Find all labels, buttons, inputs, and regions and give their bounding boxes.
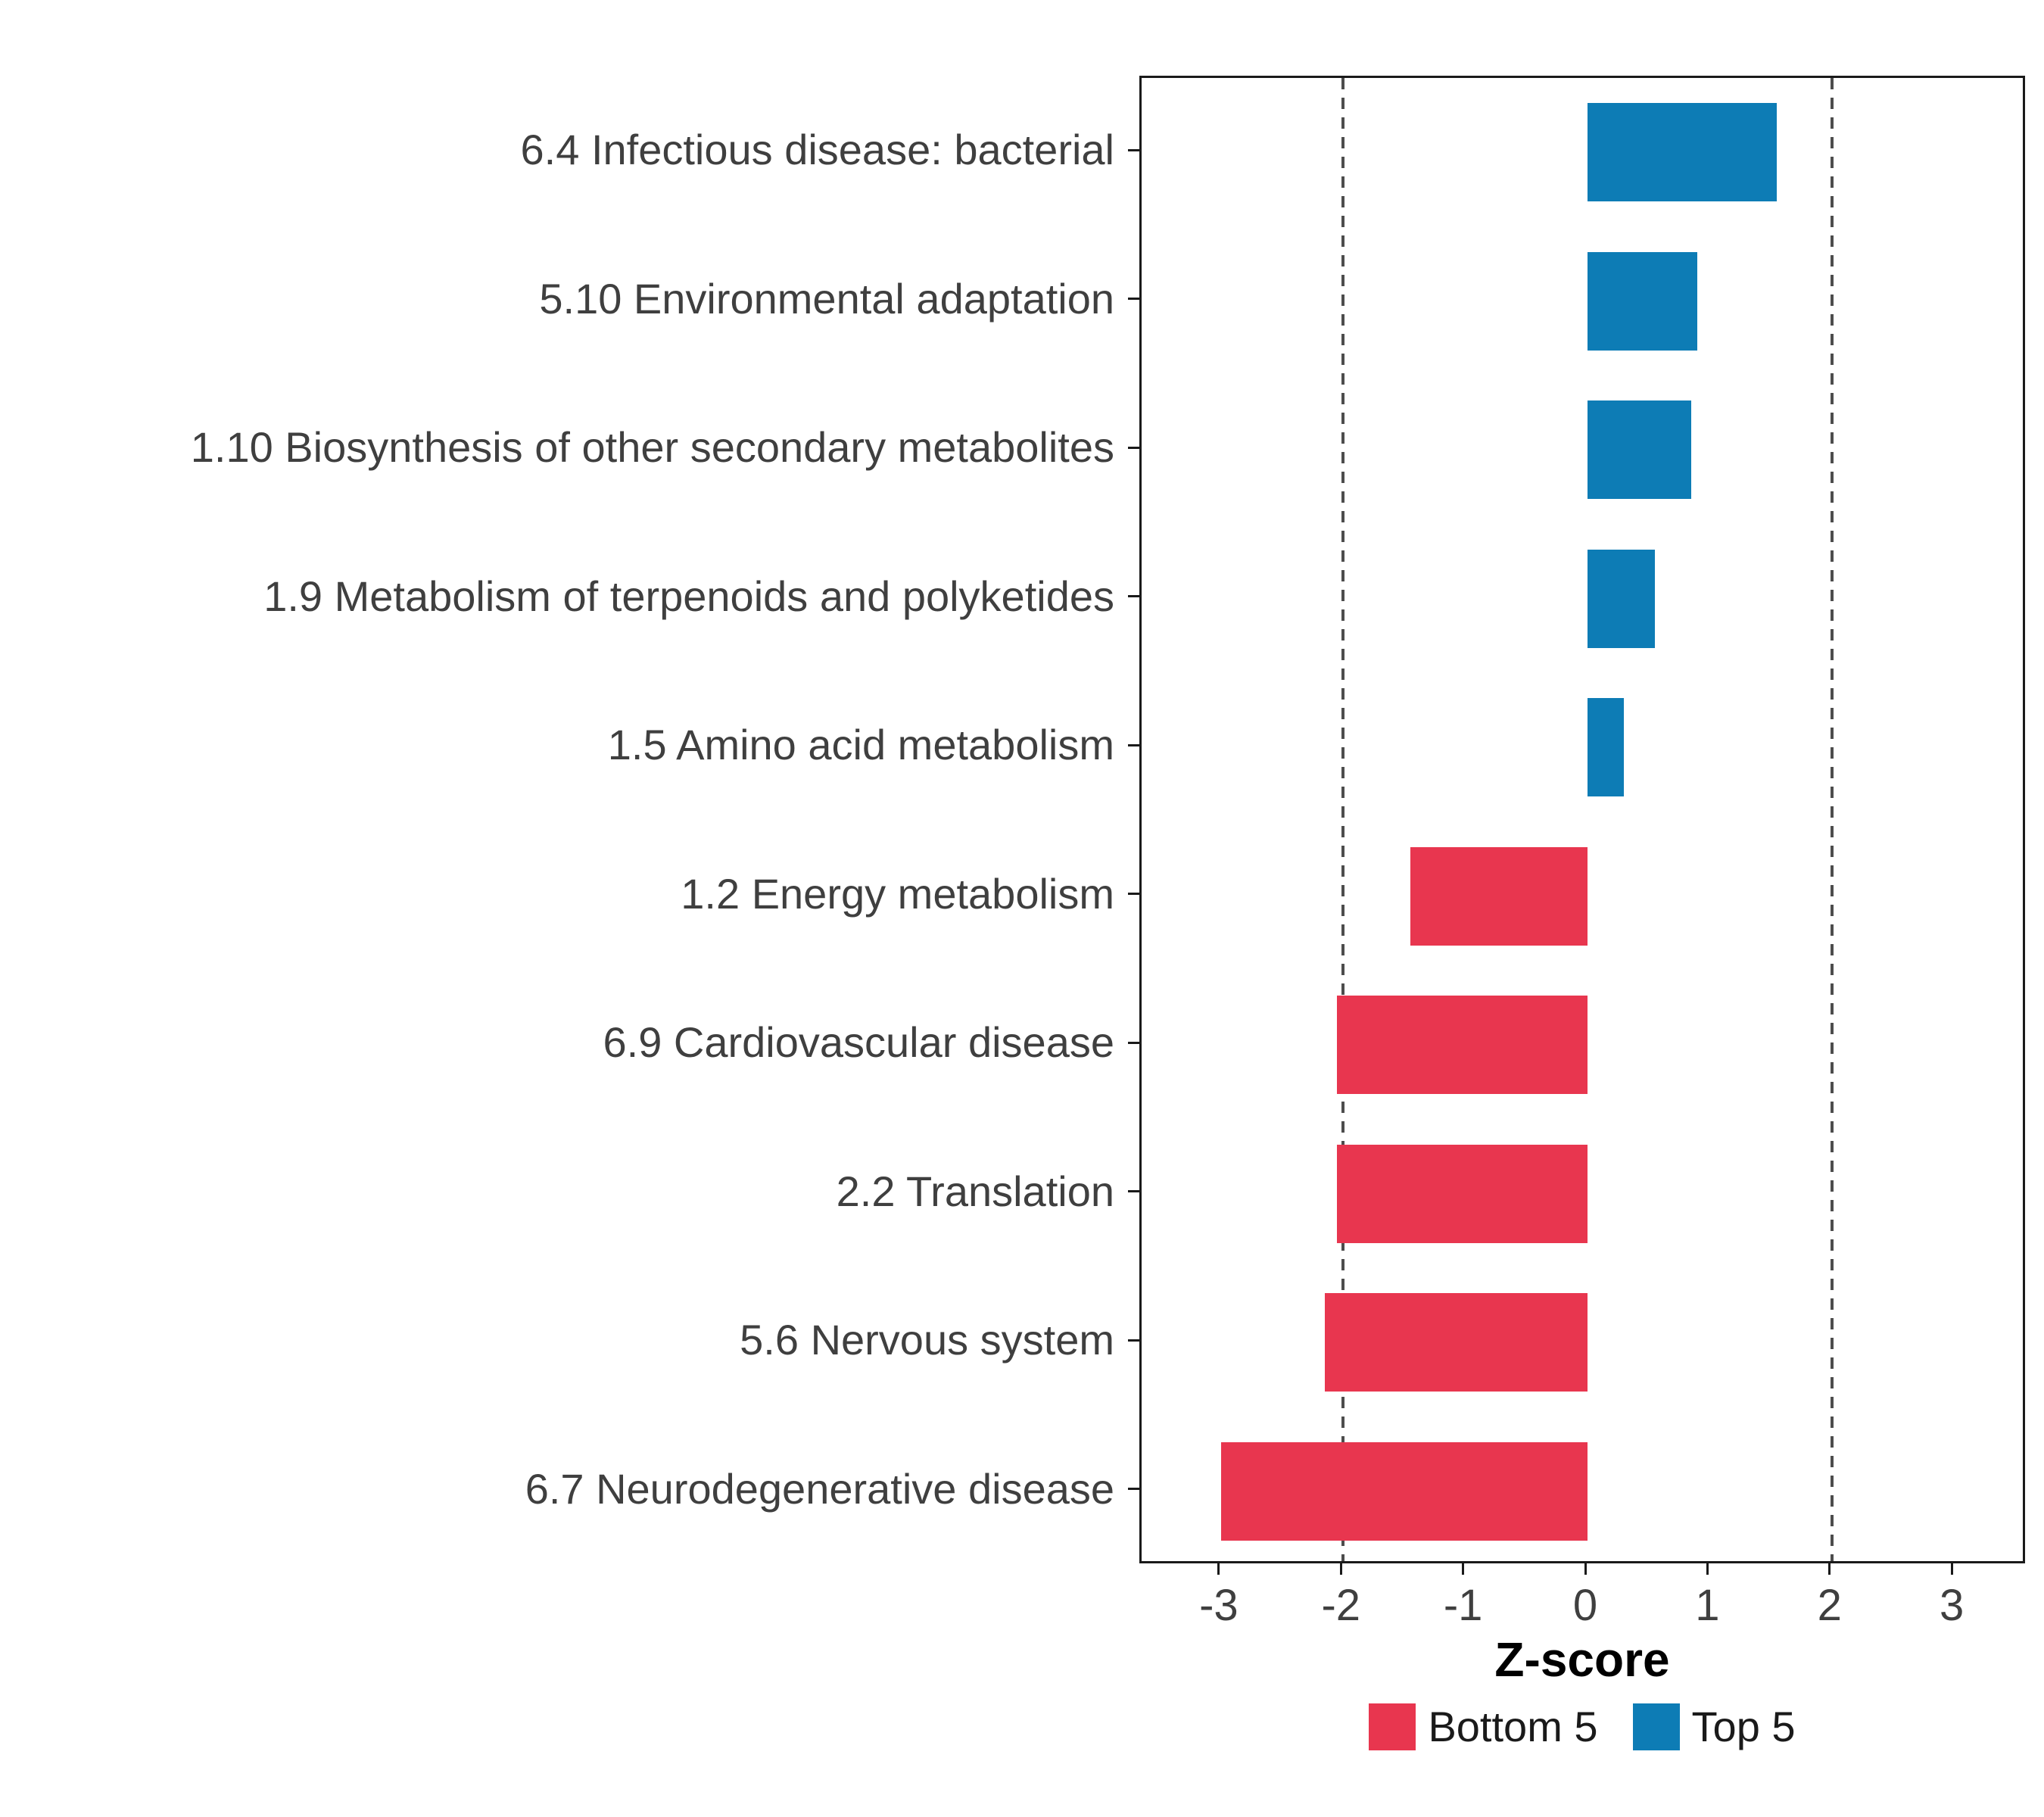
category-label: 5.6 Nervous system: [740, 1316, 1114, 1364]
bar: [1325, 1293, 1588, 1392]
x-tick-label: 0: [1572, 1581, 1598, 1630]
x-tick: [1706, 1563, 1709, 1575]
x-tick-label: -2: [1321, 1581, 1361, 1630]
reference-line: [1341, 78, 1345, 1561]
bar: [1588, 698, 1625, 797]
legend: Bottom 5 Top 5: [1139, 1702, 2025, 1751]
category-label: 1.5 Amino acid metabolism: [607, 721, 1114, 769]
y-tick: [1128, 148, 1139, 151]
y-tick: [1128, 1041, 1139, 1044]
category-label: 5.10 Environmental adaptation: [539, 274, 1114, 323]
plot-panel: [1139, 76, 2025, 1563]
y-tick: [1128, 1488, 1139, 1491]
bar: [1588, 251, 1698, 351]
legend-swatch-bottom5: [1369, 1703, 1416, 1750]
y-tick: [1128, 893, 1139, 896]
x-tick: [1217, 1563, 1220, 1575]
legend-entry-bottom5: Bottom 5: [1369, 1702, 1598, 1751]
category-label: 6.7 Neurodegenerative disease: [525, 1464, 1114, 1513]
x-tick: [1584, 1563, 1587, 1575]
bar: [1337, 996, 1588, 1095]
x-axis-title: Z-score: [1494, 1632, 1670, 1687]
category-label: 6.4 Infectious disease: bacterial: [520, 126, 1114, 174]
y-tick: [1128, 595, 1139, 598]
legend-label-top5: Top 5: [1691, 1703, 1796, 1750]
y-tick: [1128, 298, 1139, 301]
x-tick: [1462, 1563, 1465, 1575]
bar: [1337, 1144, 1588, 1243]
x-tick-label: 3: [1940, 1581, 1965, 1630]
bar: [1588, 400, 1692, 500]
category-label: 2.2 Translation: [836, 1167, 1114, 1215]
x-tick: [1339, 1563, 1342, 1575]
x-tick-label: -1: [1443, 1581, 1483, 1630]
legend-entry-top5: Top 5: [1632, 1702, 1796, 1751]
category-label: 1.9 Metabolism of terpenoids and polyket…: [263, 572, 1114, 620]
legend-label-bottom5: Bottom 5: [1428, 1703, 1598, 1750]
x-tick-label: 2: [1817, 1581, 1842, 1630]
category-label: 1.10 Biosynthesis of other secondary met…: [190, 423, 1114, 472]
legend-swatch-top5: [1632, 1703, 1680, 1750]
category-label: 6.9 Cardiovascular disease: [603, 1018, 1114, 1067]
y-tick: [1128, 743, 1139, 746]
bar: [1410, 846, 1588, 946]
x-tick: [1828, 1563, 1831, 1575]
x-tick: [1950, 1563, 1953, 1575]
x-tick-label: 1: [1695, 1581, 1720, 1630]
y-axis-labels: 6.4 Infectious disease: bacterial 5.10 En…: [0, 76, 1114, 1563]
y-tick: [1128, 1339, 1139, 1342]
bar: [1588, 103, 1778, 202]
x-tick-label: -3: [1199, 1581, 1239, 1630]
bar: [1588, 549, 1655, 648]
reference-line: [1830, 78, 1834, 1561]
bar: [1220, 1441, 1588, 1541]
category-label: 1.2 Energy metabolism: [681, 869, 1114, 918]
y-tick: [1128, 446, 1139, 449]
y-tick: [1128, 1190, 1139, 1193]
